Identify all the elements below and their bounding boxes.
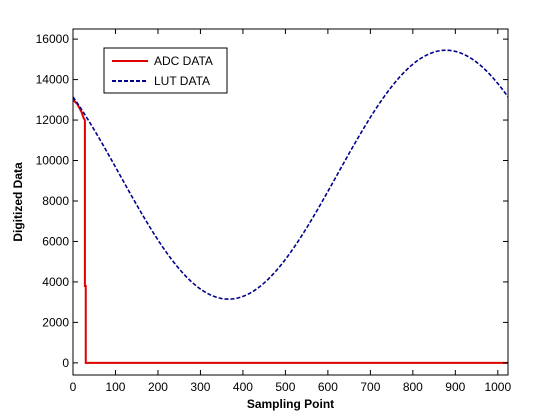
series-line-adc-data [72,99,508,364]
y-tick-label: 10000 [36,154,70,168]
y-tick-label: 8000 [42,194,69,208]
x-tick-label: 200 [148,380,168,394]
axes: 0 100 200 300 400 500 600 700 800 900 100002000400… [36,28,511,394]
legend-label: ADC DATA [154,54,213,68]
x-tick-label: 300 [190,380,210,394]
x-tick-label: 700 [360,380,380,394]
y-tick-label: 0 [62,356,69,370]
y-tick-label: 14000 [36,73,70,87]
y-tick-label: 2000 [42,315,69,329]
x-tick-label: 100 [105,380,125,394]
x-tick-label: 500 [275,380,295,394]
y-axis-label: Digitized Data [11,162,25,242]
legend: ADC DATA LUT DATA [103,47,228,94]
axes-box [72,28,509,376]
y-tick-label: 16000 [36,32,70,46]
x-tick-label: 600 [318,380,338,394]
y-tick-label: 12000 [36,113,70,127]
y-tick-label: 6000 [42,234,69,248]
legend-label: LUT DATA [154,74,210,88]
x-tick-label: 0 [70,380,77,394]
y-tick-label: 4000 [42,275,69,289]
x-tick-label: 1000 [484,380,511,394]
x-tick-label: 800 [403,380,423,394]
x-tick-label: 400 [233,380,253,394]
x-axis-label: Sampling Point [247,397,334,411]
x-tick-label: 900 [445,380,465,394]
legend-box [103,47,228,94]
plot-area [72,49,509,364]
series-line-lut-data [72,49,509,300]
